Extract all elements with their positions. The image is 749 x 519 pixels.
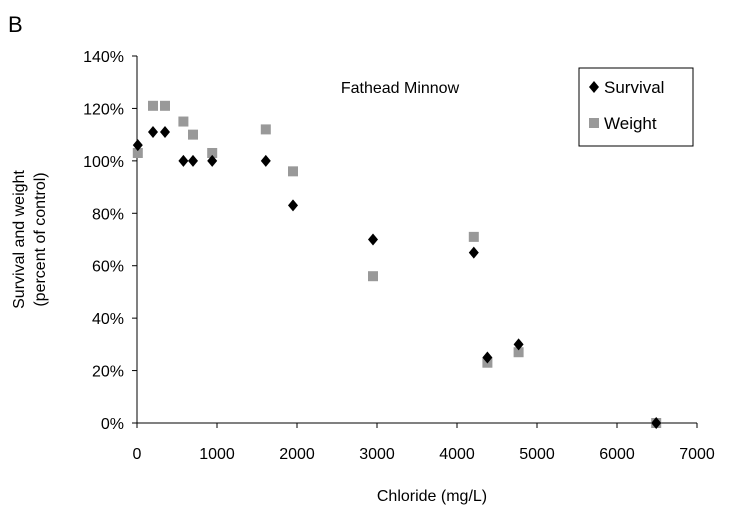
weight-point: [260, 124, 271, 135]
y-axis-title: Survival and weight (percent of control): [11, 170, 49, 309]
x-tick-label: 6000: [599, 446, 635, 463]
survival-point: [468, 246, 479, 259]
weight-point: [178, 116, 189, 127]
survival-point: [188, 154, 198, 167]
weight-point: [160, 100, 170, 111]
chart-annotation: Fathead Minnow: [341, 80, 460, 97]
weight-point: [132, 147, 143, 158]
survival-point: [178, 154, 189, 167]
weight-point: [468, 231, 479, 242]
survival-point: [260, 154, 271, 167]
survival-point: [132, 139, 143, 152]
weight-point: [368, 271, 378, 282]
survival-point: [513, 338, 524, 351]
x-axis-title: Chloride (mg/L): [377, 488, 487, 505]
legend: Survival Weight: [578, 67, 694, 147]
panel-label: B: [8, 12, 23, 37]
weight-point: [148, 100, 158, 111]
x-tick-label: 2000: [279, 446, 315, 463]
x-tick-label: 4000: [439, 446, 475, 463]
legend-survival-marker: [589, 81, 599, 93]
x-tick-label: 1000: [199, 446, 235, 463]
y-tick-label: 80%: [92, 206, 124, 223]
survival-point: [160, 126, 170, 139]
survival-point: [148, 126, 158, 139]
weight-point: [207, 147, 218, 158]
x-tick-label: 5000: [519, 446, 555, 463]
y-tick-label: 20%: [92, 364, 124, 381]
weight-point: [188, 129, 198, 140]
survival-point: [368, 233, 378, 246]
x-tick-label: 7000: [679, 446, 715, 463]
legend-weight-label: Weight: [604, 114, 657, 133]
legend-weight-marker: [589, 118, 599, 128]
weight-point: [288, 166, 298, 177]
survival-point: [288, 199, 298, 212]
y-tick-label: 120%: [83, 101, 124, 118]
y-axis-title-line: Survival and weight: [11, 170, 28, 309]
survival-point: [482, 351, 493, 364]
y-axis-title-line: (percent of control): [32, 172, 49, 306]
x-tick-label: 0: [133, 446, 142, 463]
survival-point: [651, 417, 662, 429]
y-tick-label: 140%: [83, 49, 124, 66]
legend-survival-label: Survival: [604, 78, 664, 97]
y-tick-label: 100%: [83, 154, 124, 171]
survival-point: [207, 154, 218, 167]
y-tick-label: 40%: [92, 311, 124, 328]
legend-box: [578, 67, 694, 147]
x-tick-label: 3000: [359, 446, 395, 463]
y-tick-label: 0%: [101, 416, 124, 433]
weight-point: [513, 347, 524, 358]
y-tick-label: 60%: [92, 259, 124, 276]
